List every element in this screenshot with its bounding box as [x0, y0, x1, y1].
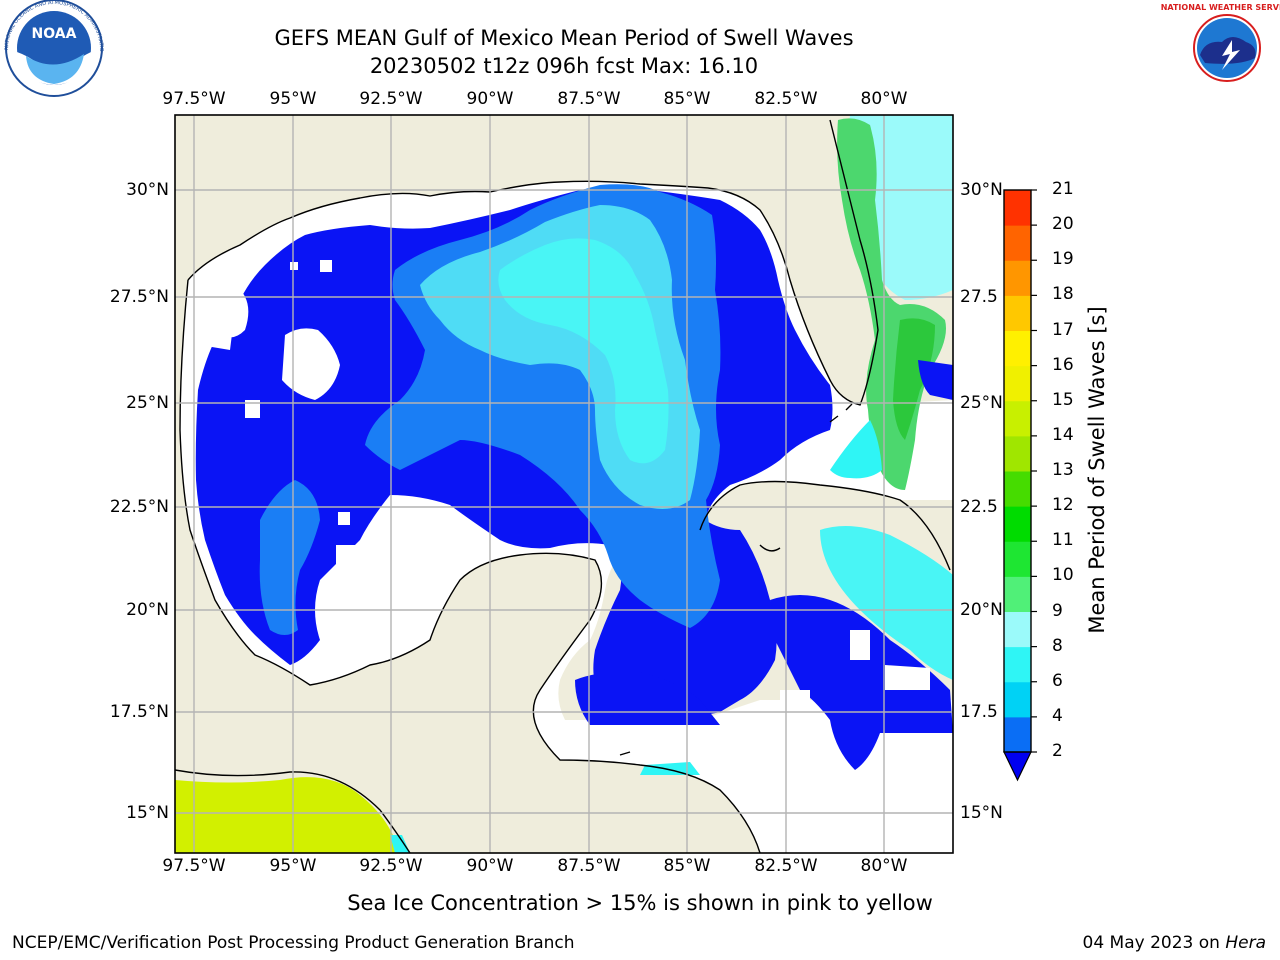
lon-label: 82.5°W	[754, 89, 818, 109]
colorbar-tick-label: 2	[1052, 741, 1063, 761]
lon-label: 95°W	[269, 856, 317, 876]
lon-label: 97.5°W	[162, 89, 226, 109]
swell-pale-cyan	[498, 238, 669, 464]
footer-machine: Hera	[1225, 933, 1266, 953]
lat-label: 27.5°N	[109, 287, 169, 307]
lat-label: 22.5°N	[109, 497, 169, 517]
lon-label: 92.5°W	[359, 856, 423, 876]
colorbar-tick-label: 21	[1052, 179, 1074, 199]
footer-date: 04 May 2023 on Hera	[1083, 933, 1267, 953]
lon-label: 92.5°W	[359, 89, 423, 109]
colorbar-tick-label: 14	[1052, 424, 1074, 445]
chart-subtitle: 20230502 t12z 096h fcst Max: 16.10	[369, 54, 759, 78]
colorbar-extend-arrow	[1003, 751, 1032, 782]
colorbar-tick-label: 10	[1052, 565, 1074, 586]
nodata-specks	[200, 260, 360, 565]
footer-date-text: 04 May 2023 on	[1082, 933, 1226, 953]
lon-label: 80°W	[860, 856, 908, 876]
colorbar-swatch	[1004, 681, 1031, 718]
florida-straits-cyan	[830, 420, 882, 479]
colorbar-swatch	[1004, 190, 1031, 226]
lon-label: 80°W	[860, 89, 908, 109]
colorbar-swatch	[1004, 400, 1031, 437]
gridlines	[175, 115, 953, 853]
colorbar-tick-label: 8	[1052, 635, 1063, 656]
lat-label: 17.5	[960, 702, 998, 722]
lon-label: 87.5°W	[557, 856, 621, 876]
caribbean-cyan	[820, 526, 953, 680]
lat-label: 20°N	[960, 600, 1003, 620]
colorbar	[1003, 189, 1037, 782]
lat-label: 25°N	[126, 393, 169, 413]
nws-logo: NATIONAL WEATHER SERVICE	[1161, 1, 1280, 95]
caribbean-blue	[770, 595, 953, 770]
colorbar-tick-label: 16	[1052, 354, 1074, 375]
lat-label: 15°N	[960, 803, 1003, 823]
lat-label: 17.5°N	[109, 702, 169, 722]
atlantic-bright-green	[893, 318, 935, 440]
colorbar-swatch	[1004, 611, 1031, 648]
noaa-logo: NOAA NATIONAL OCEANIC AND ATMOSPHERIC AD…	[0, 0, 104, 97]
colorbar-title: Mean Period of Swell Waves [s]	[1085, 306, 1109, 634]
lat-label: 22.5	[960, 497, 998, 517]
colorbar-swatch	[1004, 576, 1031, 612]
atlantic-green	[837, 118, 946, 490]
lon-label: 82.5°W	[754, 856, 818, 876]
lon-label: 95°W	[269, 89, 317, 109]
honduras-cyan-strip	[640, 762, 700, 775]
colorbar-tick-label: 12	[1052, 495, 1074, 516]
chart-title: GEFS MEAN Gulf of Mexico Mean Period of …	[274, 26, 854, 50]
lat-label: 15°N	[126, 803, 169, 823]
lon-label: 85°W	[663, 89, 711, 109]
lon-label: 85°W	[663, 856, 711, 876]
colorbar-swatch	[1004, 435, 1031, 472]
lat-label: 20°N	[126, 600, 169, 620]
colorbar-tick-label: 15	[1052, 389, 1074, 410]
colorbar-tick-label: 13	[1052, 460, 1074, 480]
colorbar-swatch	[1004, 541, 1031, 577]
lon-label: 90°W	[466, 856, 514, 876]
nws-ring-text: NATIONAL WEATHER SERVICE	[1161, 3, 1280, 12]
colorbar-swatch	[1004, 506, 1031, 542]
lon-label: 97.5°W	[162, 856, 226, 876]
pacific-cyan-edge	[390, 835, 410, 853]
lat-label: 27.5	[960, 287, 998, 307]
colorbar-tick-label: 18	[1052, 284, 1074, 305]
lat-label: 30°N	[960, 180, 1003, 200]
colorbar-swatch	[1004, 471, 1031, 507]
colorbar-tick-label: 19	[1052, 249, 1074, 270]
colorbar-swatch	[1004, 365, 1031, 402]
colorbar-swatch	[1004, 330, 1031, 367]
colorbar-swatch	[1004, 716, 1031, 753]
lon-label: 90°W	[466, 89, 514, 109]
pacific-yellow-green	[175, 777, 400, 853]
swell-mid-blue-west	[259, 480, 320, 635]
colorbar-tick-label: 17	[1052, 319, 1074, 340]
colorbar-swatch	[1004, 260, 1031, 296]
colorbar-tick-label: 20	[1052, 214, 1074, 235]
colorbar-tick-label: 9	[1052, 600, 1063, 621]
sea-ice-caption: Sea Ice Concentration > 15% is shown in …	[347, 891, 933, 915]
colorbar-tick-label: 11	[1052, 530, 1074, 551]
colorbar-swatch	[1004, 295, 1031, 331]
noaa-logo-text: NOAA	[32, 26, 77, 42]
colorbar-tick-label: 6	[1052, 670, 1063, 691]
bahamas-deep-blue	[918, 360, 953, 400]
map-panel	[175, 115, 953, 853]
footer-branch: NCEP/EMC/Verification Post Processing Pr…	[12, 933, 575, 953]
colorbar-swatch	[1004, 225, 1031, 261]
lon-label: 87.5°W	[557, 89, 621, 109]
colorbar-swatch	[1004, 646, 1031, 683]
map-frame	[174, 114, 954, 854]
caribbean-white-patches	[780, 630, 930, 720]
lat-label: 30°N	[126, 180, 169, 200]
lat-label: 25°N	[960, 393, 1003, 413]
colorbar-tick-label: 4	[1052, 705, 1063, 726]
